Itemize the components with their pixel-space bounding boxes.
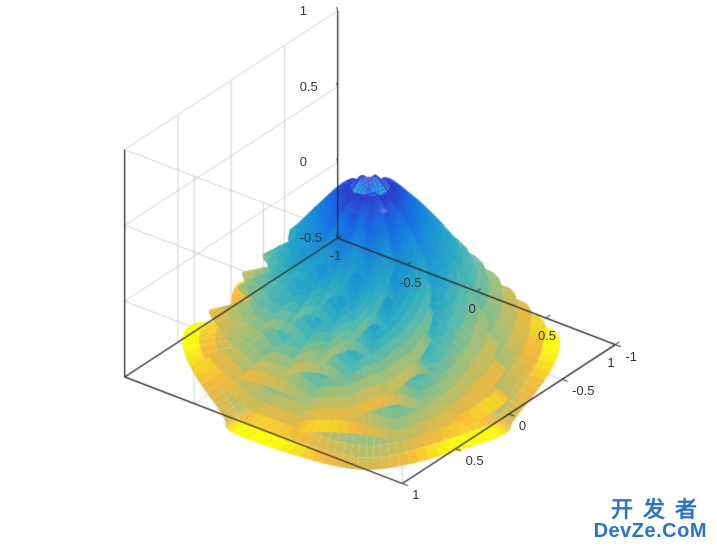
axis-tick-label: 1 (607, 355, 614, 370)
axis-tick-label: 1 (412, 487, 419, 502)
axis-tick-label: 0 (469, 301, 476, 316)
axis-tick-label: -1 (330, 248, 342, 263)
axis-tick-label: -0.5 (399, 275, 421, 290)
axis-tick-label: 0.5 (538, 328, 556, 343)
axis-tick-label: 0 (300, 154, 307, 169)
axis-tick-label: 0.5 (300, 79, 318, 94)
axis-tick-label: -1 (625, 349, 637, 364)
axis-tick-label: 1 (300, 3, 307, 18)
axis-tick-label: 0.5 (466, 453, 484, 468)
rose-3d-plot (0, 0, 717, 548)
axis-tick-label: -0.5 (572, 383, 594, 398)
axis-tick-label: 0 (519, 418, 526, 433)
axis-tick-label: -0.5 (300, 230, 322, 245)
